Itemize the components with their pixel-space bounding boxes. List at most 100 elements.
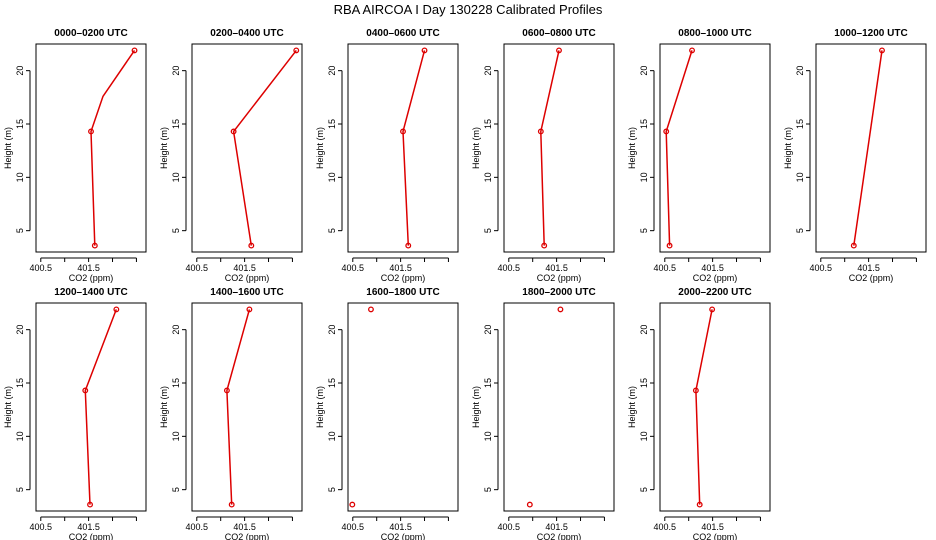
x-axis-label: CO2 (ppm) bbox=[537, 273, 582, 283]
panel-title: 0000–0200 UTC bbox=[54, 28, 127, 39]
y-tick-label: 10 bbox=[327, 172, 337, 182]
x-tick-label: 400.5 bbox=[186, 263, 209, 273]
x-tick-label: 401.5 bbox=[233, 522, 256, 532]
panel-title: 0200–0400 UTC bbox=[210, 28, 283, 39]
x-tick-label: 400.5 bbox=[30, 263, 53, 273]
plot-frame bbox=[503, 43, 615, 253]
y-tick-label: 5 bbox=[327, 228, 337, 233]
data-point bbox=[131, 47, 138, 54]
data-point bbox=[879, 47, 885, 54]
x-tick-label: 401.5 bbox=[857, 263, 880, 273]
y-tick-label: 20 bbox=[171, 66, 181, 76]
profile-line bbox=[226, 309, 251, 505]
data-point bbox=[88, 128, 94, 135]
plot-frame bbox=[347, 43, 459, 253]
data-point bbox=[228, 501, 235, 508]
x-tick-label: 400.5 bbox=[30, 522, 53, 532]
y-tick-label: 15 bbox=[483, 119, 493, 129]
panel-title: 1800–2000 UTC bbox=[522, 287, 595, 298]
y-tick-label: 15 bbox=[15, 378, 25, 388]
profile-line bbox=[665, 50, 693, 246]
y-tick-label: 15 bbox=[639, 119, 649, 129]
x-tick-label: 401.5 bbox=[233, 263, 256, 273]
y-tick-label: 10 bbox=[327, 431, 337, 441]
x-axis-label: CO2 (ppm) bbox=[381, 532, 426, 540]
y-axis-label: Height (m) bbox=[471, 127, 481, 169]
plot-frame bbox=[191, 302, 303, 512]
y-tick-label: 20 bbox=[15, 325, 25, 335]
y-tick-label: 10 bbox=[15, 172, 25, 182]
data-point bbox=[666, 242, 673, 249]
y-tick-label: 5 bbox=[483, 487, 493, 492]
y-tick-label: 20 bbox=[483, 325, 493, 335]
profile-line bbox=[853, 50, 883, 246]
plot-frame bbox=[659, 302, 771, 512]
plot-frame bbox=[35, 302, 147, 512]
data-point bbox=[696, 501, 703, 508]
y-tick-label: 5 bbox=[639, 487, 649, 492]
plot-frame bbox=[503, 302, 615, 512]
data-point bbox=[421, 47, 428, 54]
plot-frame bbox=[191, 43, 303, 253]
x-tick-label: 401.5 bbox=[545, 263, 568, 273]
data-point bbox=[91, 242, 98, 249]
y-tick-label: 5 bbox=[171, 228, 181, 233]
y-tick-label: 5 bbox=[171, 487, 181, 492]
y-tick-label: 15 bbox=[327, 119, 337, 129]
data-point bbox=[405, 242, 412, 249]
plot-frame bbox=[347, 302, 459, 512]
x-tick-label: 400.5 bbox=[498, 263, 521, 273]
data-point bbox=[526, 501, 533, 508]
plot-frame bbox=[35, 43, 147, 253]
x-tick-label: 401.5 bbox=[77, 263, 100, 273]
y-tick-label: 10 bbox=[171, 431, 181, 441]
data-point bbox=[557, 306, 564, 313]
data-point bbox=[400, 128, 406, 135]
y-tick-label: 20 bbox=[327, 66, 337, 76]
y-tick-label: 10 bbox=[639, 431, 649, 441]
panel-title: 0400–0600 UTC bbox=[366, 28, 439, 39]
y-tick-label: 15 bbox=[327, 378, 337, 388]
y-tick-label: 15 bbox=[639, 378, 649, 388]
panel-title: 1600–1800 UTC bbox=[366, 287, 439, 298]
data-point bbox=[692, 387, 699, 394]
x-axis-label: CO2 (ppm) bbox=[225, 273, 270, 283]
y-tick-label: 5 bbox=[483, 228, 493, 233]
x-tick-label: 400.5 bbox=[342, 263, 365, 273]
data-point bbox=[230, 128, 237, 135]
y-tick-label: 20 bbox=[327, 325, 337, 335]
data-point bbox=[850, 242, 857, 249]
x-axis-label: CO2 (ppm) bbox=[381, 273, 426, 283]
y-tick-label: 10 bbox=[639, 172, 649, 182]
profile-line bbox=[540, 50, 560, 246]
data-point bbox=[113, 306, 120, 313]
data-point bbox=[248, 242, 255, 249]
figure-title: RBA AIRCOA I Day 130228 Calibrated Profi… bbox=[333, 2, 603, 17]
y-axis-label: Height (m) bbox=[315, 386, 325, 428]
y-tick-label: 20 bbox=[15, 66, 25, 76]
y-axis-label: Height (m) bbox=[159, 127, 169, 169]
y-tick-label: 5 bbox=[15, 487, 25, 492]
profile-line bbox=[402, 50, 426, 246]
data-point bbox=[293, 47, 300, 54]
x-tick-label: 401.5 bbox=[701, 522, 724, 532]
y-axis-label: Height (m) bbox=[3, 127, 13, 169]
y-axis-label: Height (m) bbox=[783, 127, 793, 169]
panel-title: 1000–1200 UTC bbox=[834, 28, 907, 39]
y-tick-label: 15 bbox=[795, 119, 805, 129]
panel-title: 1400–1600 UTC bbox=[210, 287, 283, 298]
data-point bbox=[87, 501, 93, 508]
data-point bbox=[223, 387, 230, 394]
y-tick-label: 20 bbox=[795, 66, 805, 76]
panel-title: 1200–1400 UTC bbox=[54, 287, 127, 298]
x-tick-label: 401.5 bbox=[389, 263, 412, 273]
y-axis-label: Height (m) bbox=[471, 386, 481, 428]
y-tick-label: 5 bbox=[639, 228, 649, 233]
profile-line bbox=[232, 49, 297, 246]
y-tick-label: 15 bbox=[171, 119, 181, 129]
x-axis-label: CO2 (ppm) bbox=[225, 532, 270, 540]
plot-frame bbox=[815, 43, 927, 253]
x-tick-label: 400.5 bbox=[810, 263, 833, 273]
x-axis-label: CO2 (ppm) bbox=[537, 532, 582, 540]
y-axis-label: Height (m) bbox=[627, 127, 637, 169]
